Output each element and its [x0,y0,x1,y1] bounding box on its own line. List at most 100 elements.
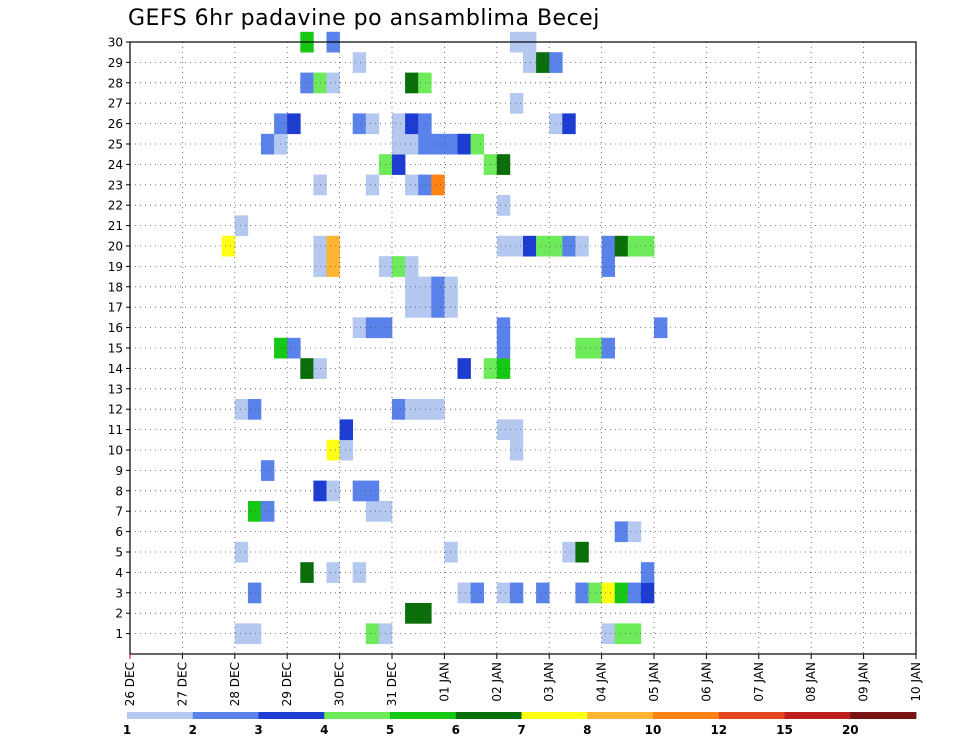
heatmap-cell [405,72,419,94]
y-tick-label: 2 [115,607,123,621]
heatmap-cell [444,297,458,318]
grid-layer [130,41,916,654]
colorbar-label: 10 [645,723,662,737]
cells-layer [221,31,668,645]
colorbar-label: 20 [842,723,859,737]
heatmap-cell [339,419,353,441]
heatmap-cell [405,399,419,420]
heatmap-cell [496,235,511,257]
heatmap-cell [300,72,314,94]
colorbar-swatch [784,712,851,719]
y-tick-label: 1 [115,627,123,641]
heatmap-cell [575,582,589,604]
x-tick-label: 01 JAN [437,662,451,702]
heatmap-cell [300,562,314,583]
x-tick-label: 06 JAN [699,662,713,702]
heatmap-cell [326,235,340,257]
colorbar-swatch [653,712,720,719]
y-tick-label: 8 [115,484,123,498]
heatmap-cell [287,337,301,359]
heatmap-cell [365,501,380,522]
colorbar-swatch [258,712,325,719]
colorbar-label: 1 [123,723,131,737]
heatmap-cell [523,52,537,73]
x-tick-label: 30 DEC [333,662,347,706]
colorbar-label: 3 [254,723,262,737]
y-tick-label: 15 [108,342,123,356]
heatmap-cell [418,297,432,318]
y-tick-label: 19 [108,260,123,274]
heatmap-cell [575,337,589,359]
heatmap-cell [431,399,445,420]
colorbar-swatch [390,712,457,719]
heatmap-cell [509,582,524,604]
colorbar-swatch [192,712,259,719]
heatmap-cell [418,113,432,135]
heatmap-cell [536,582,550,604]
heatmap-cell [562,113,576,135]
heatmap-cell [392,399,406,420]
heatmap-cell [352,113,367,135]
heatmap-cell [392,113,406,135]
x-tick-label: 31 DEC [385,662,399,706]
y-tick-label: 16 [108,321,123,335]
heatmap-cell [405,133,419,155]
colorbar-label: 2 [189,723,197,737]
heatmap-cell [418,133,432,155]
x-tick-label: 26 DEC [123,662,137,706]
heatmap-cell [457,358,471,379]
x-tick-label: 09 JAN [857,662,871,702]
y-tick-label: 24 [108,158,123,172]
x-tick-label: 03 JAN [542,662,556,702]
y-tick-label: 18 [108,280,123,294]
heatmap-cell [575,541,589,563]
heatmap-cell [444,276,458,298]
heatmap-cell [326,256,340,277]
heatmap-cell [601,256,615,277]
heatmap-cell [509,439,524,461]
heatmap-cell [496,419,511,441]
colorbar-swatch [455,712,522,719]
heatmap-cell [614,521,629,543]
heatmap-cell [496,317,511,339]
heatmap-cell [418,399,432,420]
colorbar-label: 8 [583,723,591,737]
heatmap-cell [405,174,419,196]
heatmap-cell [247,501,262,522]
heatmap-cell [536,52,550,73]
heatmap-cell [418,276,432,298]
heatmap-cell [365,317,380,339]
heatmap-cell [405,276,419,298]
heatmap-cell [431,174,445,196]
y-tick-label: 13 [108,382,123,396]
y-tick-label: 23 [108,178,123,192]
y-tick-label: 28 [108,76,123,90]
heatmap-cell [444,133,458,155]
heatmap-cell [418,603,432,624]
colorbar-swatch [850,712,917,719]
heatmap-cell [627,582,642,604]
heatmap-cell [496,582,511,604]
y-tick-label: 26 [108,117,123,131]
heatmap-cell [575,235,589,257]
x-tick-label: 27 DEC [175,662,189,706]
heatmap-cell [261,501,275,522]
x-tick-label: 29 DEC [280,662,294,706]
y-tick-label: 30 [108,36,123,50]
heatmap-cell [444,541,458,563]
colorbar-swatch [718,712,785,719]
y-tick-label: 25 [108,138,123,152]
heatmap-cell [300,358,314,379]
y-tick-label: 12 [108,403,123,417]
heatmap-cell [523,235,537,257]
chart-title: GEFS 6hr padavine po ansamblima Becej [128,6,600,31]
heatmap-cell [601,623,615,645]
heatmap-cell [509,235,524,257]
colorbar-swatch [127,712,194,719]
heatmap-cell [326,480,340,502]
heatmap-cell [287,113,301,135]
heatmap-cell [627,235,642,257]
y-tick-label: 29 [108,56,123,70]
heatmap-cell [405,256,419,277]
heatmap-cell [405,297,419,318]
